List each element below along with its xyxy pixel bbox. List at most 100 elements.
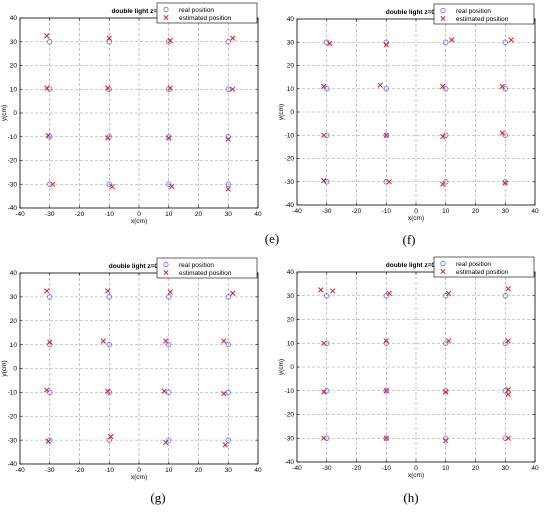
x-tick-label: 30 — [225, 211, 233, 218]
y-tick-label: 40 — [287, 16, 295, 23]
y-tick-label: 0 — [290, 364, 294, 371]
estimated-position-marker — [222, 442, 228, 448]
real-position-marker — [443, 39, 449, 45]
estimated-position-marker — [44, 33, 50, 39]
x-axis-label: x(cm) — [131, 218, 147, 225]
y-tick-label: -10 — [8, 134, 18, 141]
estimated-position-marker — [44, 85, 50, 91]
estimated-position-marker — [167, 85, 173, 91]
real-position-marker — [225, 437, 231, 443]
real-position-marker — [47, 389, 53, 396]
x-tick-label: -30 — [45, 211, 55, 218]
estimated-position-marker — [100, 338, 106, 344]
estimated-position-marker — [106, 35, 112, 41]
real-position-marker — [166, 181, 172, 187]
legend-label: real position — [456, 261, 491, 268]
x-tick-label: 0 — [137, 467, 141, 474]
legend-circle-icon — [440, 260, 446, 267]
x-tick-label: -40 — [15, 211, 25, 218]
y-axis-label: y(cm) — [1, 105, 8, 121]
estimated-position-marker — [383, 338, 389, 344]
chart-panel-2: -40 -30 -20 -10 0 10 20 30 40 -40 -30 -20 -10 0 10 20 30… — [278, 3, 539, 247]
estimated-position-marker — [505, 285, 511, 292]
x-tick-label: -10 — [382, 208, 392, 215]
x-tick-label: 40 — [254, 211, 262, 218]
estimated-position-marker — [502, 180, 508, 186]
estimated-position-marker — [443, 389, 449, 395]
estimated-position-marker — [446, 338, 452, 344]
estimated-position-marker — [440, 83, 446, 90]
legend-cross-icon — [440, 15, 446, 22]
estimated-position-marker — [446, 290, 452, 297]
y-tick-label: 40 — [287, 269, 295, 276]
x-tick-label: 30 — [502, 208, 510, 215]
real-position-marker — [225, 39, 231, 45]
legend-label: estimated position — [456, 16, 509, 23]
real-position-marker — [166, 294, 172, 300]
x-tick-label: 20 — [195, 211, 203, 218]
x-tick-label: 20 — [472, 208, 480, 215]
estimated-position-marker — [109, 183, 115, 190]
legend-label: real position — [179, 7, 214, 14]
y-tick-label: 30 — [10, 294, 18, 301]
legend-cross-icon — [163, 14, 169, 21]
y-axis-label: y(cm) — [278, 104, 285, 120]
estimated-position-marker — [225, 186, 231, 192]
real-position-marker — [383, 86, 389, 92]
x-tick-label: -40 — [292, 465, 302, 472]
real-position-marker — [166, 341, 172, 348]
estimated-position-marker — [377, 82, 383, 88]
estimated-position-marker — [167, 289, 173, 295]
y-tick-label: 20 — [287, 317, 295, 324]
x-tick-label: 10 — [165, 211, 173, 218]
estimated-position-marker — [449, 37, 455, 43]
real-position-marker — [47, 39, 53, 45]
estimated-position-marker — [47, 339, 53, 345]
x-tick-label: 10 — [442, 208, 450, 215]
y-tick-label: -40 — [8, 205, 18, 212]
chart-panel-1: -40 -30 -20 -10 0 10 20 30 40 -40 -30 -20 -10 0 10 20 30… — [1, 2, 279, 246]
estimated-position-marker — [505, 338, 511, 344]
legend-circle-icon — [163, 261, 169, 268]
x-axis-label: x(cm) — [408, 215, 424, 222]
legend-box — [156, 257, 258, 279]
real-position-marker — [166, 389, 172, 396]
x-tick-label: -10 — [105, 211, 115, 218]
real-position-marker — [225, 181, 231, 187]
y-tick-label: -10 — [8, 390, 18, 397]
chart-title: double light z=0m — [111, 8, 166, 15]
estimated-position-marker — [105, 135, 111, 141]
real-position-marker — [383, 388, 389, 394]
estimated-position-marker — [230, 86, 236, 92]
real-position-marker — [225, 86, 231, 92]
real-position-marker — [443, 86, 449, 92]
x-tick-label: -40 — [292, 208, 302, 215]
y-tick-label: -40 — [8, 461, 18, 468]
estimated-position-marker — [321, 83, 327, 90]
y-tick-label: 0 — [13, 110, 17, 117]
x-tick-label: -40 — [15, 467, 25, 474]
legend-box — [433, 256, 535, 278]
y-tick-label: -30 — [285, 435, 295, 442]
panel-label: (g) — [150, 490, 165, 505]
y-tick-label: -30 — [8, 437, 18, 444]
estimated-position-marker — [108, 433, 114, 440]
estimated-position-marker — [327, 40, 333, 47]
estimated-position-marker — [318, 287, 324, 293]
legend-box — [156, 2, 258, 24]
y-tick-label: 0 — [290, 109, 294, 116]
estimated-position-marker — [508, 37, 514, 43]
y-tick-label: -20 — [285, 412, 295, 419]
estimated-position-marker — [383, 41, 389, 48]
real-position-marker — [502, 132, 508, 138]
estimated-position-marker — [221, 338, 227, 344]
x-tick-label: -10 — [105, 467, 115, 474]
estimated-position-marker — [383, 132, 389, 138]
legend-label: estimated position — [179, 15, 232, 22]
legend-circle-icon — [163, 6, 169, 13]
x-tick-label: -30 — [322, 208, 332, 215]
